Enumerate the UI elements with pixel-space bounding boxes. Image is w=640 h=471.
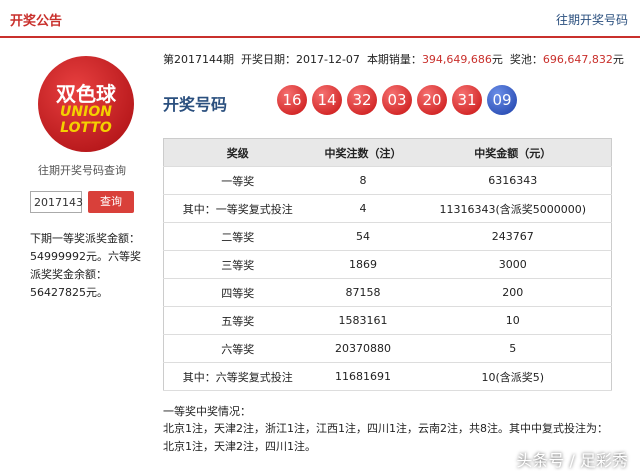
logo: 双色球 UNION LOTTO [38, 56, 134, 152]
sales-unit: 元 [491, 53, 503, 66]
pool-unit: 元 [612, 53, 624, 66]
table-cell: 其中：一等奖复式投注 [163, 194, 312, 223]
red-ball: 31 [452, 85, 482, 115]
column-header: 奖级 [163, 138, 312, 167]
query-label: 往期开奖号码查询 [38, 164, 126, 177]
issue: 第2017144期 [163, 53, 234, 66]
table-cell: 10(含派奖5) [414, 362, 612, 391]
table-cell: 六等奖 [163, 334, 312, 363]
table-row: 五等奖 1583161 10 [163, 306, 612, 335]
column-header: 中奖金额（元） [414, 138, 612, 167]
logo-line2: LOTTO [60, 120, 112, 136]
table-row: 三等奖 1869 3000 [163, 250, 612, 279]
table-cell: 4 [311, 194, 415, 223]
watermark: 头条号 / 足彩秀 [516, 451, 628, 470]
red-ball: 32 [347, 85, 377, 115]
pool: 696,647,832 [542, 53, 613, 66]
table-cell: 54 [311, 222, 415, 251]
issue-input[interactable]: 2017143 [30, 191, 83, 213]
draw-label: 开奖号码 [163, 95, 228, 114]
table-header: 奖级 中奖注数（注） 中奖金额（元） [163, 138, 612, 167]
bonus-note: 下期一等奖派奖金额：54999992元。六等奖派奖奖金余额：56427825元。 [30, 232, 141, 299]
table-cell: 二等奖 [163, 222, 312, 251]
table-cell: 三等奖 [163, 250, 312, 279]
table-cell: 11681691 [311, 362, 415, 391]
date-label: 开奖日期： [241, 53, 296, 66]
table-cell: 6316343 [414, 166, 612, 195]
pool-label: 奖池： [509, 53, 543, 66]
table-cell: 1583161 [311, 306, 415, 335]
query-button[interactable]: 查询 [88, 191, 134, 213]
table-cell: 五等奖 [163, 306, 312, 335]
header-bar [0, 0, 640, 38]
footer-title: 一等奖中奖情况： [163, 405, 251, 418]
table-row: 六等奖 20370880 5 [163, 334, 612, 363]
sales-label: 本期销量： [366, 53, 422, 66]
table-row: 其中：六等奖复式投注 11681691 10(含派奖5) [163, 362, 612, 391]
prize-table: 奖级 中奖注数（注） 中奖金额（元） 一等奖 8 6316343 其中：一等奖复式投注 4 11… [163, 138, 612, 391]
table-cell: 87158 [311, 278, 415, 307]
blue-ball: 09 [487, 85, 517, 115]
table-cell: 一等奖 [163, 166, 312, 195]
table-cell: 3000 [414, 250, 612, 279]
table-cell: 其中：六等奖复式投注 [163, 362, 312, 391]
red-ball: 03 [382, 85, 412, 115]
history-link[interactable]: 往期开奖号码 [555, 13, 628, 27]
table-cell: 5 [414, 334, 612, 363]
table-row: 其中：一等奖复式投注 4 11316343(含派奖5000000) [163, 194, 612, 223]
date: 2017-12-07 [296, 53, 360, 66]
red-ball: 14 [312, 85, 342, 115]
table-row: 二等奖 54 243767 [163, 222, 612, 251]
table-cell: 1869 [311, 250, 415, 279]
table-row: 四等奖 87158 200 [163, 278, 612, 307]
column-header: 中奖注数（注） [311, 138, 415, 167]
table-cell: 200 [414, 278, 612, 307]
table-cell: 10 [414, 306, 612, 335]
table-cell: 四等奖 [163, 278, 312, 307]
table-row: 一等奖 8 6316343 [163, 166, 612, 195]
logo-cn: 双色球 [56, 82, 116, 106]
table-cell: 11316343(含派奖5000000) [414, 194, 612, 223]
header-title: 开奖公告 [10, 14, 63, 29]
red-ball: 20 [417, 85, 447, 115]
table-cell: 243767 [414, 222, 612, 251]
table-cell: 20370880 [311, 334, 415, 363]
table-cell: 8 [311, 166, 415, 195]
logo-line1: UNION [60, 104, 112, 120]
draw-info: 第2017144期 开奖日期：2017-12-07 本期销量：394,649,6… [163, 51, 624, 67]
footer-text: 北京1注，天津2注，浙江1注，江西1注，四川1注，云南2注，共8注。其中中复式投… [163, 422, 608, 453]
sales: 394,649,686 [421, 53, 492, 66]
red-ball: 16 [277, 85, 307, 115]
